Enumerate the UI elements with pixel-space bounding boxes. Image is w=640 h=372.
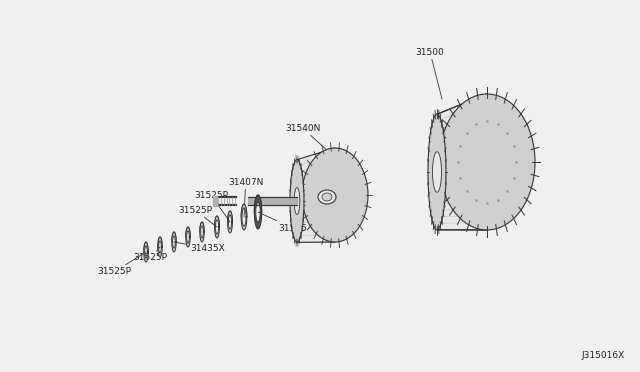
Ellipse shape	[294, 187, 300, 214]
Polygon shape	[248, 197, 297, 205]
PathPatch shape	[214, 216, 220, 238]
Text: 31435X: 31435X	[174, 242, 225, 253]
Ellipse shape	[318, 190, 336, 204]
Text: 31525P: 31525P	[133, 247, 167, 263]
Text: J315016X: J315016X	[582, 351, 625, 360]
Polygon shape	[297, 148, 335, 243]
Ellipse shape	[433, 152, 442, 192]
PathPatch shape	[241, 204, 247, 230]
PathPatch shape	[228, 211, 232, 233]
Text: 31555: 31555	[258, 212, 307, 232]
PathPatch shape	[158, 237, 162, 257]
Text: 31525P: 31525P	[178, 205, 217, 227]
PathPatch shape	[186, 227, 190, 247]
PathPatch shape	[172, 232, 176, 252]
Text: 31540N: 31540N	[285, 124, 330, 153]
Ellipse shape	[439, 94, 535, 230]
Ellipse shape	[322, 193, 332, 201]
PathPatch shape	[144, 242, 148, 262]
Ellipse shape	[290, 160, 304, 243]
Polygon shape	[437, 94, 487, 230]
Ellipse shape	[428, 114, 446, 230]
Text: 31525P: 31525P	[194, 190, 230, 222]
PathPatch shape	[200, 222, 204, 242]
Text: 31500: 31500	[415, 48, 444, 99]
Polygon shape	[213, 196, 217, 206]
Ellipse shape	[302, 148, 368, 242]
Text: 31407N: 31407N	[228, 177, 264, 217]
Text: 31525P: 31525P	[97, 252, 146, 276]
PathPatch shape	[254, 195, 262, 229]
